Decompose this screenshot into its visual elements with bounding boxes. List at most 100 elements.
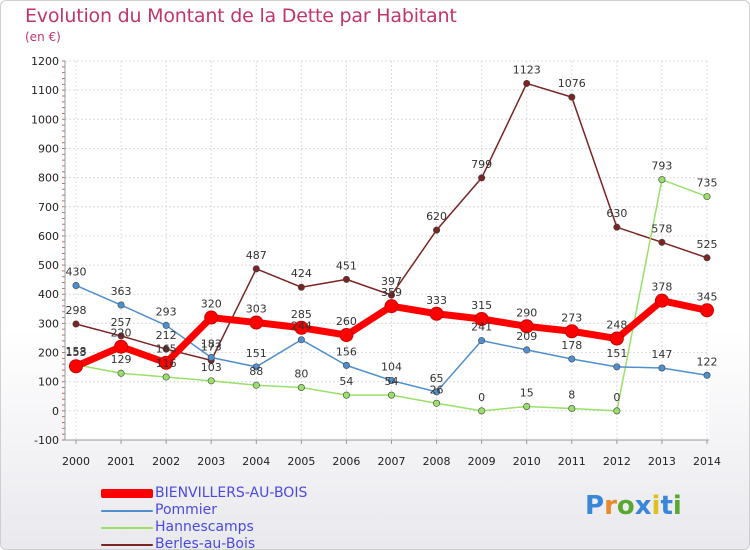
data-point [342,275,350,283]
data-point [162,345,170,353]
logo-letter: i [672,491,682,521]
data-point [387,291,395,299]
data-point [387,377,395,385]
logo-letter: P [585,491,605,521]
y-tick-label: 700 [38,201,59,214]
data-point [252,381,260,389]
data-point [478,174,486,182]
data-point [433,388,441,396]
data-label: 285 [291,308,312,321]
data-label: 88 [249,365,263,378]
data-point [72,281,80,289]
data-label: 178 [561,339,582,352]
chart-title: Evolution du Montant de la Dette par Hab… [25,5,457,27]
data-label: 80 [294,368,308,381]
data-label: 273 [561,311,582,324]
y-tick-label: 300 [38,317,59,330]
data-point [613,407,621,415]
proxiti-logo: Proxiti [585,491,682,521]
data-point [474,312,489,327]
data-label: 183 [201,337,222,350]
data-point [568,405,576,413]
data-label: 122 [697,355,718,368]
data-label: 54 [339,375,353,388]
y-tick-label: 1000 [31,113,59,126]
x-tick-label: 2014 [693,455,721,468]
data-point [159,355,174,370]
data-point [294,320,309,335]
data-label: 620 [426,210,447,223]
data-label: 151 [246,347,267,360]
data-point [204,310,219,325]
legend-label: Berles-au-Bois [155,536,256,550]
data-label: 103 [201,361,222,374]
data-label: 487 [246,249,267,262]
x-tick-label: 2005 [287,455,315,468]
y-tick-label: 500 [38,259,59,272]
data-label: 156 [336,345,357,358]
logo-letter: t [660,491,673,521]
data-label: 26 [430,383,444,396]
data-label: 424 [291,267,312,280]
logo-letter: x [634,491,652,521]
data-label: 363 [111,285,132,298]
data-point [523,402,531,410]
data-point [429,306,444,321]
data-point [297,384,305,392]
x-tick-label: 2002 [152,455,180,468]
data-label: 153 [66,346,87,359]
data-point [658,364,666,372]
x-tick-label: 2001 [107,455,135,468]
data-label: 241 [471,321,492,334]
data-label: 293 [156,305,177,318]
data-point [117,301,125,309]
x-tick-label: 2006 [332,455,360,468]
data-label: 104 [381,361,402,374]
data-label: 147 [651,348,672,361]
chart-subtitle: (en €) [25,30,61,44]
data-point [519,319,534,334]
data-point [114,339,129,354]
data-label: 54 [385,375,399,388]
data-label: 397 [381,275,402,288]
x-tick-label: 2008 [423,455,451,468]
data-label: 793 [651,160,672,173]
logo-letter: i [651,491,661,521]
legend-swatch [101,489,153,498]
data-label: 315 [471,299,492,312]
data-label: 8 [568,389,575,402]
data-point [478,337,486,345]
data-label: 158 [66,345,87,358]
data-point [387,391,395,399]
data-label: 303 [246,303,267,316]
data-label: 378 [651,281,672,294]
x-tick-label: 2013 [648,455,676,468]
data-point [162,373,170,381]
data-label: 735 [697,177,718,190]
x-tick-label: 2004 [242,455,270,468]
y-tick-label: 1100 [31,84,59,97]
data-label: 290 [516,306,537,319]
legend-swatch [101,527,153,529]
data-label: 0 [613,391,620,404]
legend-label: Hannescamps [155,519,254,535]
data-label: 260 [336,315,357,328]
data-point [700,303,714,318]
data-point [342,391,350,399]
y-tick-label: 400 [38,288,59,301]
logo-letter: r [604,491,617,521]
data-label: 65 [430,372,444,385]
data-label: 220 [111,327,132,340]
x-tick-label: 2003 [197,455,225,468]
data-point [207,353,215,361]
data-point [568,93,576,101]
data-label: 298 [66,304,87,317]
data-point [658,176,666,184]
data-label: 1123 [513,63,541,76]
data-point [478,407,486,415]
data-point [523,79,531,87]
data-label: 320 [201,298,222,311]
data-label: 209 [516,330,537,343]
